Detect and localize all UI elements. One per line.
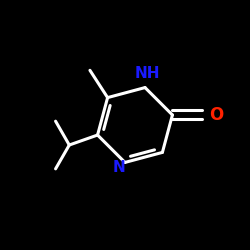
Text: O: O xyxy=(210,106,224,124)
Text: NH: NH xyxy=(135,66,160,81)
Text: N: N xyxy=(112,160,125,175)
